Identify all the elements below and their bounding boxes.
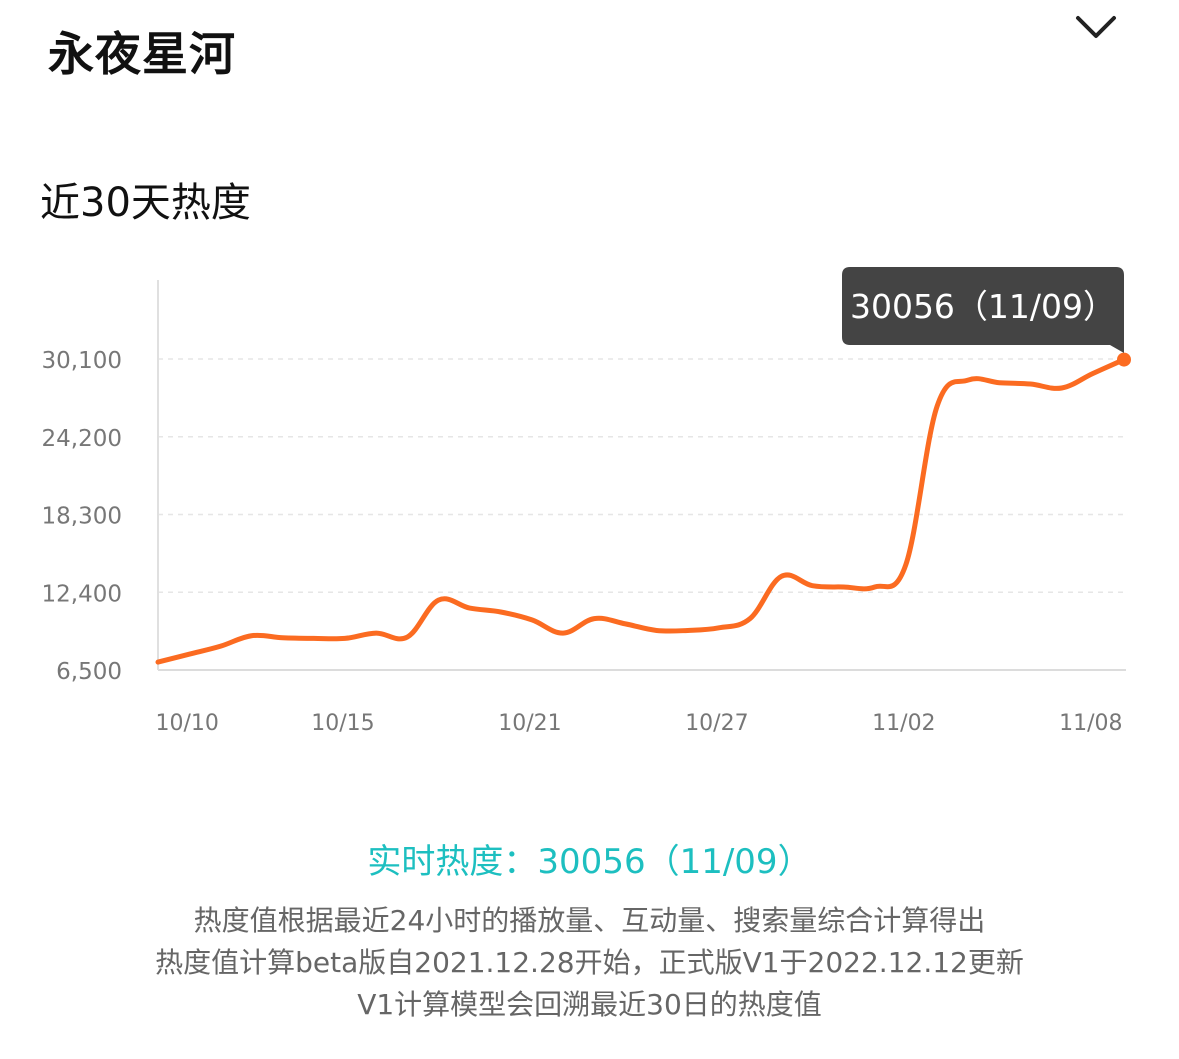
y-tick-label: 12,400 (42, 581, 122, 607)
y-tick-label: 30,100 (42, 348, 122, 374)
tooltip-box (842, 267, 1124, 353)
section-title: 近30天热度 (40, 180, 251, 226)
tooltip-label: 30056（11/09） (850, 287, 1116, 326)
y-tick-label: 18,300 (42, 504, 122, 530)
y-tick-label: 24,200 (42, 426, 122, 452)
heat-chart: 30,100 24,200 18,300 12,400 6,500 10/10 10/15 1… (42, 267, 1131, 736)
axis-layer: 30,100 24,200 18,300 12,400 6,500 10/10 10/15 1… (42, 280, 1123, 736)
x-tick-label: 10/15 (311, 711, 374, 736)
highlighted-point (1117, 352, 1131, 367)
tooltip-layer: 30056（11/09） (842, 267, 1124, 353)
series-line (155, 357, 1127, 665)
realtime-value: 30056（11/09） (537, 842, 812, 882)
page-title: 永夜星河 (48, 27, 236, 81)
x-tick-label: 10/10 (155, 711, 218, 736)
y-tick-label: 6,500 (56, 659, 122, 685)
realtime-label: 实时热度： (367, 842, 538, 882)
collapse-button[interactable] (1068, 6, 1124, 50)
line-layer (155, 352, 1131, 665)
chevron-down-icon (1076, 16, 1116, 38)
x-tick-label: 11/02 (872, 711, 935, 736)
x-tick-label: 10/21 (498, 711, 561, 736)
note-line-3: V1计算模型会回溯最近30日的热度值 (357, 988, 822, 1021)
note-line-1: 热度值根据最近24小时的播放量、互动量、搜索量综合计算得出 (193, 904, 986, 937)
header: 永夜星河 (0, 0, 1179, 110)
realtime-heat: 实时热度：30056（11/09） (0, 838, 1179, 886)
footer: 实时热度：30056（11/09） 热度值根据最近24小时的播放量、互动量、搜索… (0, 838, 1179, 1026)
x-tick-label: 11/08 (1059, 711, 1122, 736)
grid-layer (158, 358, 1126, 671)
note-line-2: 热度值计算beta版自2021.12.28开始，正式版V1于2022.12.12… (155, 946, 1024, 979)
x-tick-label: 10/27 (685, 711, 748, 736)
